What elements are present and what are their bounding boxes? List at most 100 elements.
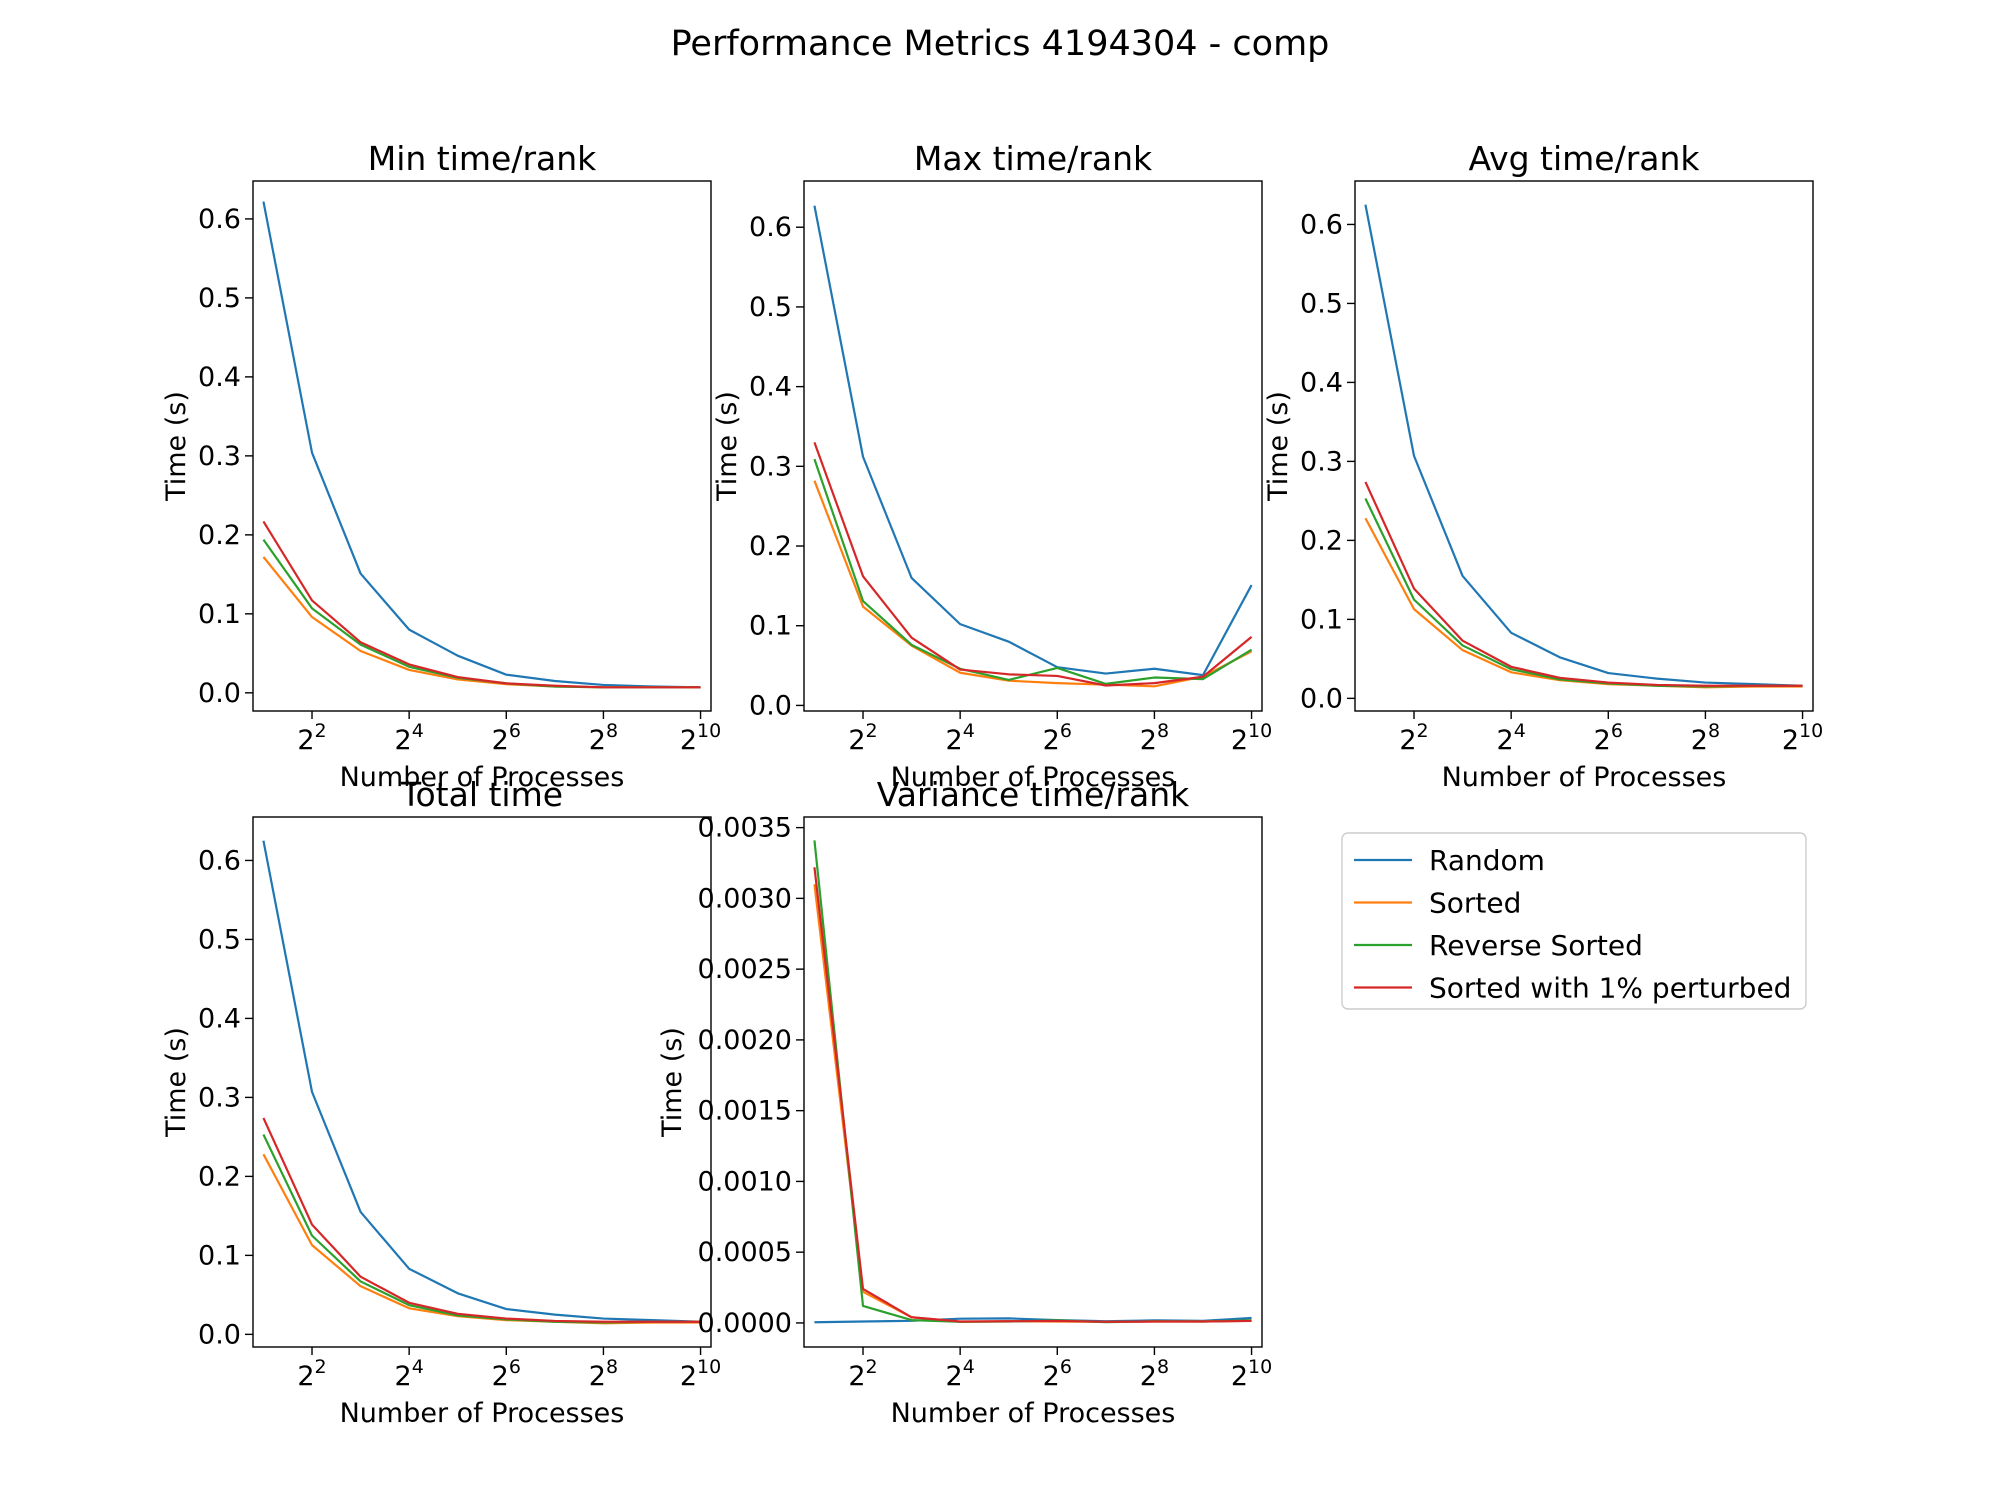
x-tick-label: 22 — [848, 720, 877, 756]
legend-label: Reverse Sorted — [1429, 929, 1643, 962]
x-axis-label: Number of Processes — [1442, 762, 1727, 793]
x-axis-label: Number of Processes — [340, 1398, 625, 1429]
y-tick-label: 0.0015 — [698, 1096, 792, 1127]
x-tick-label: 26 — [1594, 720, 1623, 756]
x-tick-label: 210 — [680, 1356, 721, 1392]
legend-label: Sorted with 1% perturbed — [1429, 972, 1791, 1005]
y-tick-label: 0.6 — [749, 212, 792, 243]
plot-frame — [252, 180, 712, 712]
series-line-sorted-with-1-perturbed — [813, 867, 1252, 1323]
subplot-5: Variance time/rank 0.0000 0.0005 0.0010 0.00… — [657, 775, 1272, 1429]
legend-label: Random — [1429, 844, 1545, 877]
y-tick-label: 0.2 — [749, 531, 792, 562]
plot-frame — [252, 816, 712, 1348]
series-line-reverse-sorted — [262, 1134, 701, 1324]
plot-frame — [803, 816, 1263, 1348]
series-line-sorted-with-1-perturbed — [262, 1117, 701, 1323]
x-tick-label: 24 — [946, 1356, 975, 1392]
x-axis-label: Number of Processes — [891, 762, 1176, 793]
series-line-sorted — [262, 1153, 701, 1325]
x-axis-label: Number of Processes — [340, 762, 625, 793]
y-tick-label: 0.1 — [198, 599, 241, 630]
y-axis-label: Time (s) — [1263, 391, 1294, 502]
y-tick-label: 0.5 — [749, 292, 792, 323]
y-tick-label: 0.0 — [198, 1319, 241, 1350]
series-line-reverse-sorted — [813, 840, 1252, 1324]
x-tick-label: 28 — [1691, 720, 1720, 756]
x-tick-label: 26 — [1043, 1356, 1072, 1392]
y-tick-label: 0.0020 — [698, 1025, 792, 1056]
subplot-1: Min time/rank 0.0 0.1 0.2 0.3 0.4 0.5 0.6 22 24 26… — [161, 139, 721, 793]
y-tick-label: 0.0005 — [698, 1237, 792, 1268]
y-tick-label: 0.5 — [198, 924, 241, 955]
legend-label: Sorted — [1429, 887, 1521, 920]
x-tick-label: 24 — [395, 720, 424, 756]
x-tick-label: 210 — [1231, 720, 1272, 756]
x-tick-label: 210 — [680, 720, 721, 756]
series-line-sorted — [1364, 517, 1803, 689]
legend: Random Sorted Reverse Sorted Sorted with 1%… — [1341, 832, 1807, 1010]
y-tick-label: 0.0010 — [698, 1166, 792, 1197]
y-tick-label: 0.5 — [1300, 288, 1343, 319]
y-tick-label: 0.0000 — [698, 1308, 792, 1339]
x-tick-label: 24 — [1497, 720, 1526, 756]
subplot-title: Variance time/rank — [877, 775, 1190, 814]
series-line-sorted-with-1-perturbed — [1364, 481, 1803, 687]
y-tick-label: 0.2 — [198, 520, 241, 551]
series-line-reverse-sorted — [813, 458, 1253, 686]
series-line-reverse-sorted — [1364, 498, 1803, 688]
series-line-random — [262, 201, 701, 689]
x-tick-label: 24 — [395, 1356, 424, 1392]
x-tick-label: 210 — [1782, 720, 1823, 756]
subplot-3: Avg time/rank 0.0 0.1 0.2 0.3 0.4 0.5 0.6 22 24 26… — [1263, 139, 1823, 793]
subplots: Min time/rank 0.0 0.1 0.2 0.3 0.4 0.5 0.6 22 24 26… — [161, 139, 1823, 1429]
y-tick-label: 0.3 — [1300, 446, 1343, 477]
series-line-sorted-with-1-perturbed — [813, 442, 1253, 687]
series-line-sorted-with-1-perturbed — [262, 520, 701, 689]
y-tick-label: 0.4 — [749, 372, 792, 403]
y-axis-label: Time (s) — [712, 391, 743, 502]
x-tick-label: 28 — [589, 1356, 618, 1392]
series-line-sorted — [813, 480, 1253, 688]
y-tick-label: 0.1 — [1300, 604, 1343, 635]
x-tick-label: 22 — [297, 720, 326, 756]
y-axis-label: Time (s) — [657, 1027, 688, 1138]
subplot-title: Total time — [400, 775, 563, 814]
y-tick-label: 0.1 — [749, 611, 792, 642]
subplot-title: Min time/rank — [368, 139, 597, 178]
subplot-2: Max time/rank 0.0 0.1 0.2 0.3 0.4 0.5 0.6 22 24 26… — [712, 139, 1272, 793]
x-tick-label: 22 — [848, 1356, 877, 1392]
y-tick-label: 0.0 — [198, 678, 241, 709]
x-tick-label: 210 — [1231, 1356, 1272, 1392]
series-line-random — [1364, 204, 1803, 687]
y-tick-label: 0.3 — [749, 451, 792, 482]
x-tick-label: 28 — [1140, 720, 1169, 756]
x-tick-label: 22 — [1399, 720, 1428, 756]
x-tick-label: 22 — [297, 1356, 326, 1392]
series-line-sorted — [813, 884, 1252, 1323]
y-tick-label: 0.4 — [1300, 367, 1343, 398]
y-tick-label: 0.0035 — [698, 813, 792, 844]
y-tick-label: 0.6 — [198, 845, 241, 876]
x-axis-label: Number of Processes — [891, 1398, 1176, 1429]
x-tick-label: 28 — [589, 720, 618, 756]
y-tick-label: 0.2 — [1300, 525, 1343, 556]
plot-frame — [803, 180, 1263, 712]
y-axis-label: Time (s) — [161, 1027, 192, 1138]
y-tick-label: 0.0 — [749, 690, 792, 721]
y-tick-label: 0.6 — [1300, 209, 1343, 240]
x-tick-label: 26 — [492, 720, 521, 756]
y-tick-label: 0.6 — [198, 204, 241, 235]
series-line-random — [813, 205, 1253, 677]
y-tick-label: 0.3 — [198, 1082, 241, 1113]
x-tick-label: 28 — [1140, 1356, 1169, 1392]
y-tick-label: 0.5 — [198, 283, 241, 314]
y-tick-label: 0.0025 — [698, 954, 792, 985]
x-tick-label: 26 — [1043, 720, 1072, 756]
y-tick-label: 0.0 — [1300, 683, 1343, 714]
plot-frame — [1354, 180, 1814, 712]
y-tick-label: 0.3 — [198, 441, 241, 472]
figure-title: Performance Metrics 4194304 - comp — [671, 24, 1330, 64]
y-tick-label: 0.0030 — [698, 883, 792, 914]
